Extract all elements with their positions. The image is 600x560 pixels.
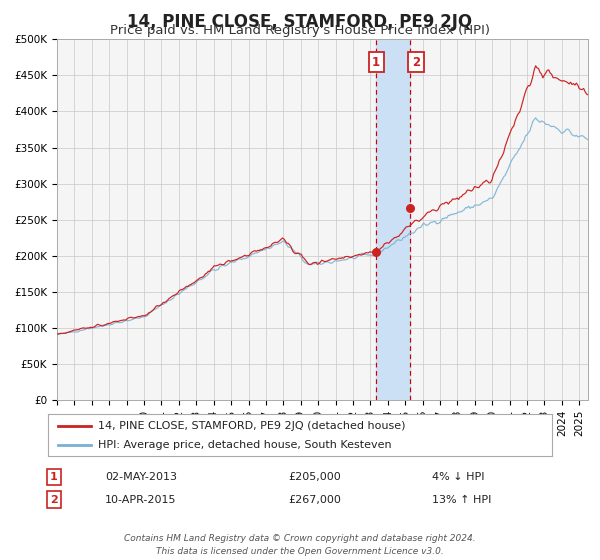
Bar <box>376 39 410 400</box>
Text: 1: 1 <box>372 56 380 69</box>
Text: Price paid vs. HM Land Registry's House Price Index (HPI): Price paid vs. HM Land Registry's House … <box>110 24 490 37</box>
Text: £205,000: £205,000 <box>288 472 341 482</box>
Text: 1: 1 <box>50 472 58 482</box>
Text: Contains HM Land Registry data © Crown copyright and database right 2024.
This d: Contains HM Land Registry data © Crown c… <box>124 534 476 556</box>
Text: 13% ↑ HPI: 13% ↑ HPI <box>432 494 491 505</box>
Text: 14, PINE CLOSE, STAMFORD, PE9 2JQ (detached house): 14, PINE CLOSE, STAMFORD, PE9 2JQ (detac… <box>98 421 406 431</box>
Text: 4% ↓ HPI: 4% ↓ HPI <box>432 472 485 482</box>
Text: 2: 2 <box>50 494 58 505</box>
Text: 2: 2 <box>412 56 420 69</box>
Text: 14, PINE CLOSE, STAMFORD, PE9 2JQ: 14, PINE CLOSE, STAMFORD, PE9 2JQ <box>127 13 473 31</box>
Text: 02-MAY-2013: 02-MAY-2013 <box>105 472 177 482</box>
Text: HPI: Average price, detached house, South Kesteven: HPI: Average price, detached house, Sout… <box>98 440 392 450</box>
Text: 10-APR-2015: 10-APR-2015 <box>105 494 176 505</box>
Text: £267,000: £267,000 <box>288 494 341 505</box>
